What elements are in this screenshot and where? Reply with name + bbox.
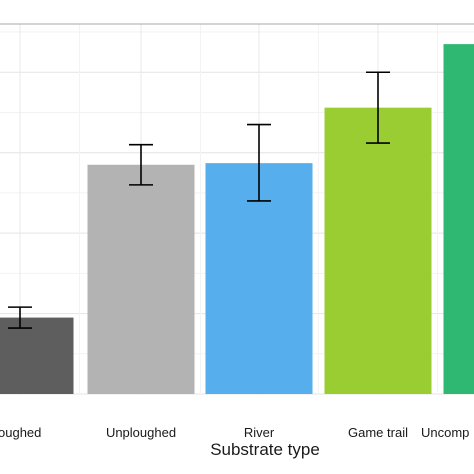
bar-unploughed	[87, 164, 195, 394]
x-tick-labels: oughed Unploughed River Game trail Uncomp	[0, 425, 469, 440]
bar-uncompacted	[443, 44, 474, 394]
bar-ploughed	[0, 317, 74, 394]
x-tick-label: Game trail	[348, 425, 408, 440]
error-bars	[8, 71, 390, 329]
x-axis-title: Substrate type	[210, 440, 320, 459]
x-tick-label: oughed	[0, 425, 41, 440]
bars	[0, 44, 474, 395]
x-tick-label: River	[244, 425, 275, 440]
x-tick-label: Uncomp	[421, 425, 469, 440]
x-tick-label: Unploughed	[106, 425, 176, 440]
bar-game-trail	[324, 107, 432, 395]
